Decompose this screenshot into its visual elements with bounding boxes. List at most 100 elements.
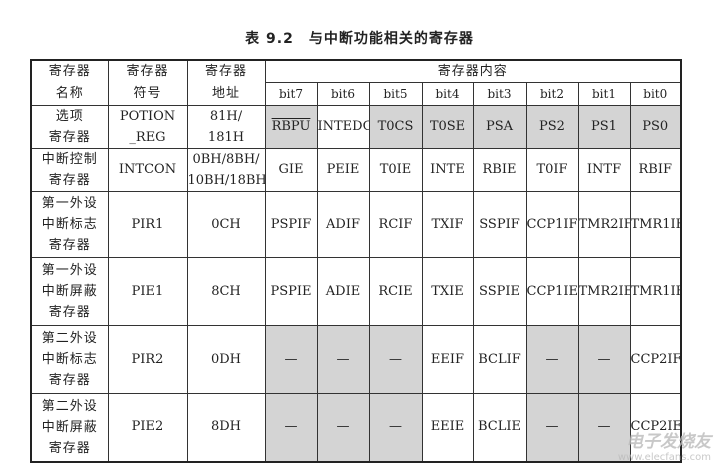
register-name-line: 寄存器	[48, 440, 91, 456]
register-address: 0DH	[186, 325, 266, 394]
register-bit: PS2	[525, 105, 579, 149]
register-symbol: PIE1	[107, 257, 188, 326]
register-bit: BCLIE	[472, 393, 527, 462]
register-bit: —	[577, 325, 631, 394]
register-bit: CCP2IE	[629, 393, 682, 462]
register-bit: CCP2IF	[629, 325, 682, 394]
register-symbol: INTCON	[107, 148, 188, 192]
register-symbol: PIE2	[107, 393, 188, 462]
register-bit: INTE	[421, 148, 474, 192]
bit-header: bit0	[629, 81, 682, 107]
register-name: 第一外设 中断标志 寄存器	[30, 191, 109, 258]
bit-header: bit7	[264, 81, 318, 107]
table-row: 第一外设 中断屏蔽 寄存器 PIE1 8CH PSPIE ADIE RCIE TXIE SSPIE…	[30, 257, 682, 326]
register-bit: TXIF	[421, 191, 474, 258]
header-symbol: 寄存器 符号	[107, 59, 188, 106]
register-name-line: 第二外设	[41, 331, 98, 346]
register-bit: TMR2IF	[577, 191, 631, 258]
table-row: 中断控制 寄存器 INTCON 0BH/8BH/10BH/18BH GIE PEIE T0I…	[30, 148, 682, 192]
register-symbol-line: PIR2	[131, 351, 164, 367]
header-text: 名称	[55, 86, 84, 101]
register-symbol-line: _REG	[129, 130, 166, 145]
register-bit: —	[264, 325, 318, 394]
register-address-line: 8CH	[211, 283, 241, 299]
register-name: 第二外设中断标志寄存器	[30, 325, 109, 394]
header-text: 寄存器	[126, 64, 169, 79]
table-row: 第一外设 中断标志 寄存器 PIR1 0CH PSPIF ADIF RCIF TXIF SSPIF…	[30, 191, 682, 258]
register-name-line: 第二外设	[41, 398, 98, 414]
register-address: 0CH	[186, 191, 266, 258]
register-bit: TXIE	[421, 257, 474, 326]
table-row: 选项 寄存器 POTION _REG 81H/181H RBPU INTEDG T0CS T0S…	[30, 105, 682, 149]
register-bit: CCP1IF	[525, 191, 579, 258]
header-row-1: 寄存器 名称 寄存器 符号 寄存器 地址 寄存器内容	[30, 59, 682, 106]
bit-header: bit1	[577, 81, 631, 107]
header-text: 寄存器	[48, 64, 91, 79]
register-symbol-line: PIE2	[131, 419, 164, 435]
register-bit: —	[368, 393, 423, 462]
header-name: 寄存器 名称	[30, 59, 109, 106]
header-text: 寄存器	[204, 64, 247, 79]
register-name-line: 中断标志	[41, 352, 98, 367]
register-symbol-line: INTCON	[118, 162, 177, 177]
register-name-line: 寄存器	[48, 130, 91, 145]
register-name-line: 寄存器	[48, 373, 91, 388]
header-text: 符号	[133, 86, 162, 101]
register-bit: TMR2IE	[577, 257, 631, 326]
register-bit: ADIF	[316, 191, 370, 258]
register-address-line: 0DH	[210, 351, 242, 367]
bit-header: bit4	[421, 81, 474, 107]
register-name-line: 中断标志	[41, 217, 98, 232]
register-symbol: PIR1	[107, 191, 188, 258]
register-address-line: 8DH	[210, 419, 242, 435]
register-symbol-line: PIE1	[131, 283, 164, 299]
register-bit: SSPIE	[472, 257, 527, 326]
register-address: 8DH	[186, 393, 266, 462]
register-bit: PS1	[577, 105, 631, 149]
register-bit: T0IF	[525, 148, 579, 192]
register-name-line: 寄存器	[48, 173, 91, 188]
register-bit: CCP1IE	[525, 257, 579, 326]
header-text: 地址	[211, 86, 240, 101]
register-bit: T0SE	[421, 105, 474, 149]
register-name-line: 第一外设	[41, 196, 98, 211]
bit-header: bit6	[316, 81, 370, 107]
bit-header: bit3	[472, 81, 527, 107]
register-name: 第二外设中断屏蔽寄存器	[30, 393, 109, 462]
register-address-line: 10BH/18BH	[187, 173, 265, 188]
register-bit: TMR1IE	[629, 257, 682, 326]
register-name-line: 第一外设	[41, 263, 98, 278]
register-name-line: 中断屏蔽	[41, 419, 98, 435]
register-bit: PSPIF	[264, 191, 318, 258]
register-bit: SSPIF	[472, 191, 527, 258]
register-bit: —	[316, 393, 370, 462]
register-bit: RBIF	[629, 148, 682, 192]
register-bit: RCIE	[368, 257, 423, 326]
register-symbol-line: PIR1	[131, 216, 164, 232]
register-address-line: 0CH	[211, 216, 241, 232]
register-bit: PSPIE	[264, 257, 318, 326]
register-symbol: POTION _REG	[107, 105, 188, 149]
register-bit: T0IE	[368, 148, 423, 192]
register-name-line: 寄存器	[48, 305, 91, 320]
register-bit: GIE	[264, 148, 318, 192]
register-bit: RCIF	[368, 191, 423, 258]
register-bit: TMR1IF	[629, 191, 682, 258]
register-bit: —	[577, 393, 631, 462]
bit-header: bit2	[525, 81, 579, 107]
register-bit: PS0	[629, 105, 682, 149]
table-row: 第二外设 中断标志 寄存器 PIR2 0DH — — — EEIF BCLIF — — CCP2IF	[30, 325, 682, 394]
register-address-line: 181H	[207, 130, 245, 145]
register-bit: RBIE	[472, 148, 527, 192]
register-bit: EEIE	[421, 393, 474, 462]
header-row-bits: bit7 bit6 bit5 bit4 bit3 bit2 bit1 bit0	[31, 81, 682, 107]
register-symbol-line: POTION	[119, 109, 176, 124]
watermark-logo: 电子发烧友 www.elecfans.com	[617, 432, 711, 463]
header-address: 寄存器 地址	[186, 59, 266, 106]
register-bit: ADIE	[316, 257, 370, 326]
register-name-line: 选项	[55, 109, 84, 124]
register-bit: RBPU	[264, 105, 318, 149]
register-bit: EEIF	[421, 325, 474, 394]
register-address: 0BH/8BH/10BH/18BH	[186, 148, 266, 192]
register-bit: —	[316, 325, 370, 394]
